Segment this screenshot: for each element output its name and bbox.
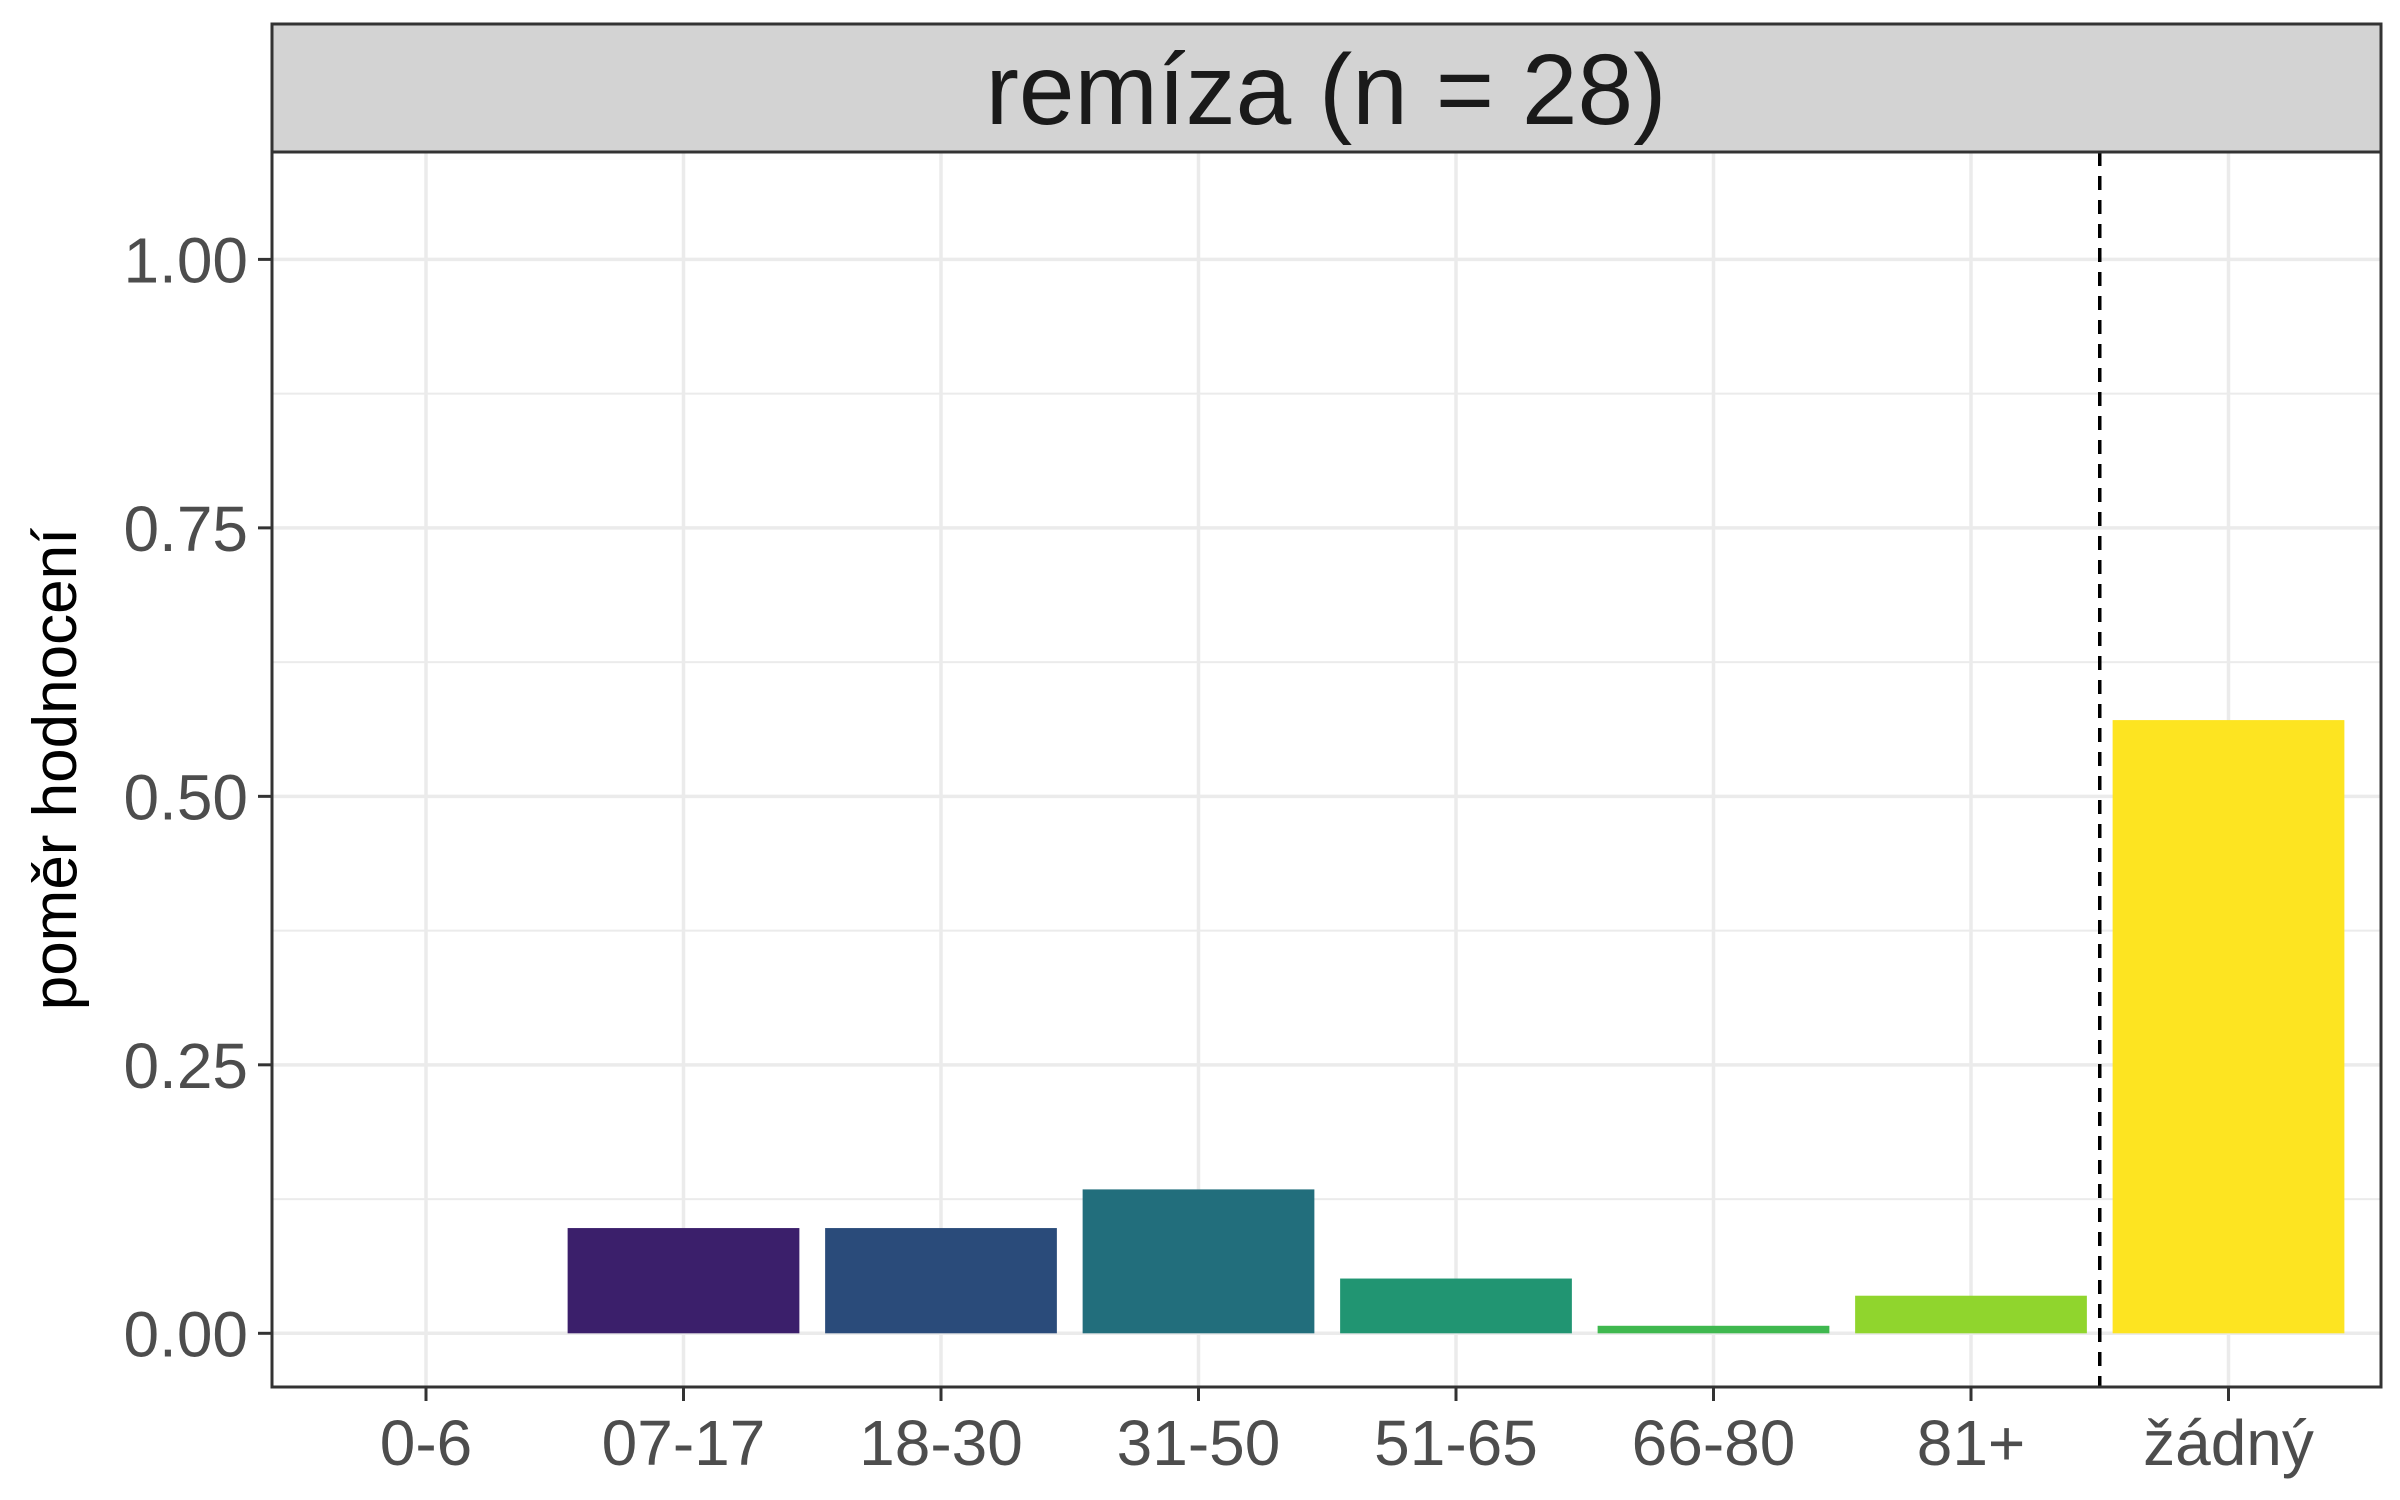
bar-31-50 [1082,1189,1315,1334]
plot-panel [272,152,2381,1387]
x-tick-label: 0-6 [380,1407,473,1479]
bar-žádný [2112,720,2345,1334]
y-tick-label: 0.00 [123,1298,248,1370]
x-tick-label: 31-50 [1117,1407,1281,1479]
y-axis-title: poměr hodnocení [21,528,90,1011]
y-tick-label: 0.25 [123,1030,248,1102]
facet-strip [270,22,2383,154]
y-tick-label: 1.00 [123,224,248,296]
grid-lines [272,152,2381,1387]
bar-07-17 [567,1228,800,1334]
x-tick-label: žádný [2143,1407,2314,1479]
y-axis: 0.00 0.25 0.50 0.75 1.00 [123,224,272,1370]
x-tick-label: 07-17 [602,1407,766,1479]
y-tick-label: 0.50 [123,761,248,833]
bar-18-30 [825,1228,1057,1334]
facet-title: remíza (n = 28) [986,34,1667,146]
bar-81+ [1855,1295,2087,1334]
x-tick-label: 51-65 [1374,1407,1538,1479]
x-tick-label: 81+ [1917,1407,2026,1479]
bar-51-65 [1340,1278,1572,1334]
x-axis: 0-6 07-17 18-30 31-50 51-65 66-80 81+ žádný [380,1387,2314,1479]
x-tick-label: 66-80 [1632,1407,1796,1479]
x-tick-label: 18-30 [859,1407,1023,1479]
bars [567,720,2345,1334]
bar-66-80 [1597,1325,1830,1334]
y-tick-label: 0.75 [123,493,248,565]
panel-border [270,150,2383,1389]
